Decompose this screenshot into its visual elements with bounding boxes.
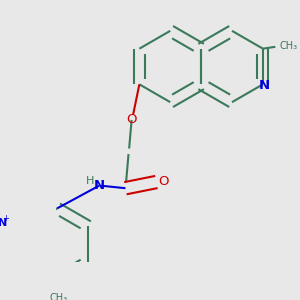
Text: H: H [85,176,94,186]
Text: +: + [2,214,9,223]
Text: O: O [158,175,169,188]
Text: O: O [126,113,137,127]
Text: CH₃: CH₃ [280,41,298,51]
Text: N: N [259,80,270,92]
Text: N: N [0,218,7,228]
Text: CH₃: CH₃ [50,293,68,300]
Text: N: N [94,179,105,192]
